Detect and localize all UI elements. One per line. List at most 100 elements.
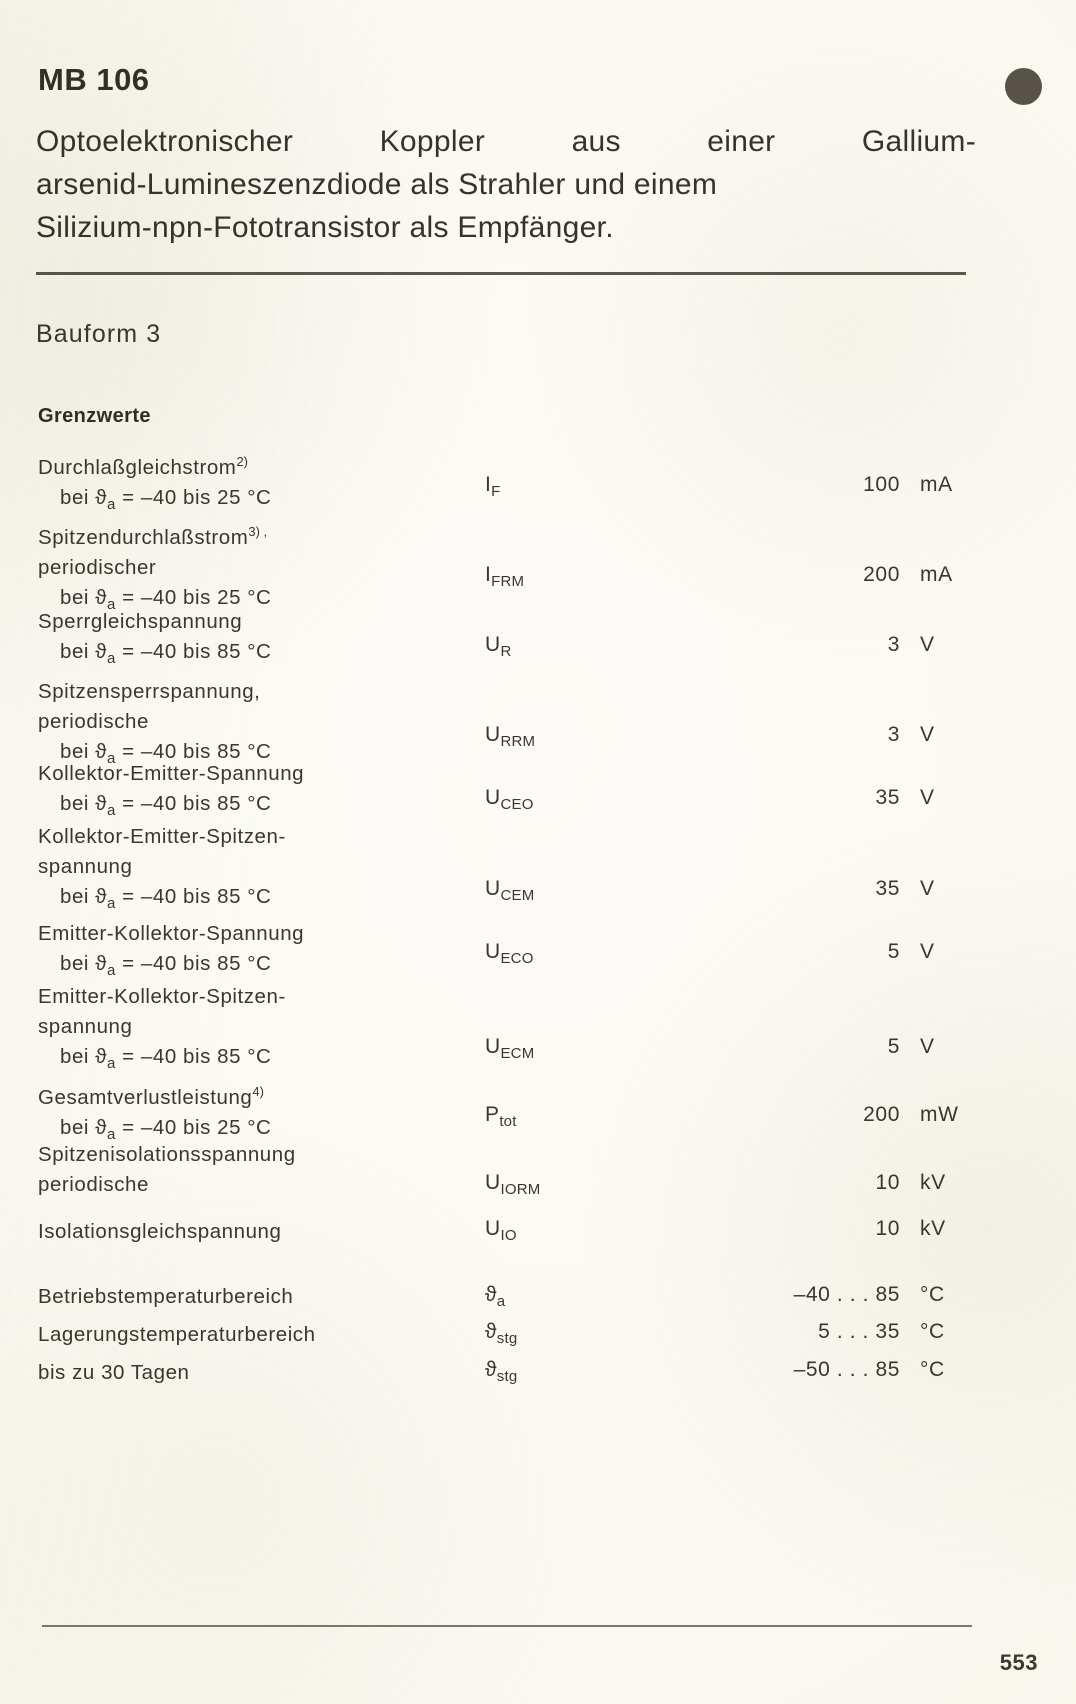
spec-value: 35 [875,786,900,809]
spec-label: Isolationsgleichspannung [38,1217,468,1247]
spec-label-title-cont: periodische [38,710,149,733]
spec-label-title: Spitzenisolationsspannung [38,1143,296,1166]
page-number: 553 [999,1650,1038,1675]
spec-label-title: Betriebstemperaturbereich [38,1285,294,1308]
spec-label-title: Gesamtverlustleistung4) [38,1084,264,1109]
bauform-label: Bauform 3 [36,320,162,348]
spec-condition: bei ϑa = –40 bis 25 °C [60,485,272,513]
spec-label-title: Sperrgleichspannung [38,610,243,633]
subscript: a [107,895,116,913]
spec-label-title: Isolationsgleichspannung [38,1220,282,1243]
spec-label: Emitter-Kollektor-Spitzen-spannung bei ϑa… [38,982,468,1079]
symbol-subscript: CEO [500,796,534,814]
description-word: einer [707,125,776,158]
spec-label-title: Kollektor-Emitter-Spitzen- [38,825,286,848]
symbol-subscript: stg [496,1330,518,1348]
spec-label-title-cont: periodischer [38,555,157,579]
device-description: Optoelektronischer Koppler aus einer Gal… [36,120,976,249]
description-word: aus [571,125,621,158]
spec-value: 10 [875,1171,900,1194]
spec-symbol: UCEO [485,786,534,814]
spec-condition: bei ϑa = –40 bis 85 °C [60,740,272,768]
spec-label: Lagerungstemperaturbereich [38,1320,468,1350]
spec-symbol: ϑa [485,1283,506,1311]
subscript: a [107,1125,116,1143]
subscript: a [107,802,116,820]
symbol-subscript: IORM [500,1181,541,1199]
spec-label: Emitter-Kollektor-Spannung bei ϑa = –40 b… [38,919,468,986]
spec-value: 200 [863,563,900,586]
spec-condition: bei ϑa = –40 bis 85 °C [60,792,272,820]
spec-symbol: URRM [485,723,536,751]
description-line-2: arsenid-Lumineszenzdiode als Strahler un… [36,168,718,201]
spec-unit: mA [920,563,953,586]
spec-label-title-cont: spannung [38,855,133,878]
spec-symbol: UECO [485,940,534,968]
symbol-subscript: stg [496,1368,518,1386]
subscript: a [107,595,116,613]
subscript: a [107,962,116,980]
spec-condition: bei ϑa = –40 bis 25 °C [60,585,272,613]
footer-divider [42,1625,972,1627]
spec-symbol: UIO [485,1217,517,1245]
spec-unit: V [920,786,935,809]
spec-symbol: IF [485,473,501,501]
subscript: a [107,650,116,668]
spec-label: Gesamtverlustleistung4) bei ϑa = –40 bis … [38,1077,468,1150]
footnote-marker: 4) [252,1084,264,1099]
symbol-subscript: ECO [500,950,534,968]
spec-value: 100 [863,473,900,496]
spec-label: Betriebstemperaturbereich [38,1282,468,1312]
spec-symbol: ϑstg [485,1358,518,1386]
spec-label: Durchlaßgleichstrom2) bei ϑa = –40 bis 25… [38,447,468,520]
symbol-subscript: ECM [500,1045,535,1063]
spec-value: 200 [863,1103,900,1126]
spec-value: 5 [887,940,900,963]
spec-condition: bei ϑa = –40 bis 85 °C [60,640,272,668]
subscript: a [107,750,116,768]
symbol-subscript: R [500,643,512,661]
subscript: a [107,495,116,513]
spec-value: 3 [887,723,900,746]
spec-value: 5 . . . 35 [818,1320,900,1343]
spec-condition: bei ϑa = –40 bis 85 °C [60,885,272,913]
spec-value: 5 [887,1035,900,1058]
spec-symbol: UR [485,633,512,661]
symbol-subscript: RRM [500,733,536,751]
spec-value: 3 [887,633,900,656]
section-heading-grenzwerte: Grenzwerte [38,405,151,427]
spec-unit: °C [920,1283,945,1306]
spec-label: bis zu 30 Tagen [38,1358,468,1388]
spec-label-title: Durchlaßgleichstrom2) [38,454,248,479]
description-word: Optoelektronischer [36,125,294,158]
spec-unit: V [920,940,935,963]
spec-symbol: ϑstg [485,1320,518,1348]
page-title: MB 106 [38,62,150,97]
spec-value: –40 . . . 85 [793,1283,900,1306]
spec-label-title: Emitter-Kollektor-Spitzen- [38,985,286,1008]
spec-unit: mA [920,473,953,496]
symbol-subscript: FRM [491,573,525,591]
corner-dot-mark [1005,68,1042,105]
spec-condition: bei ϑa = –40 bis 25 °C [60,1115,272,1143]
footnote-marker: 3) , [248,524,268,539]
spec-label-title: Spitzendurchlaßstrom3) , [38,524,268,549]
symbol-subscript: CEM [500,887,535,905]
symbol-subscript: tot [499,1113,517,1131]
description-word: Koppler [379,125,486,158]
spec-unit: V [920,877,935,900]
spec-label: Kollektor-Emitter-Spannung bei ϑa = –40 b… [38,759,468,826]
header-divider [36,272,966,275]
spec-condition: bei ϑa = –40 bis 85 °C [60,952,272,980]
spec-unit: V [920,723,935,746]
spec-symbol: Ptot [485,1103,517,1131]
symbol-subscript: IO [500,1227,517,1245]
spec-unit: V [920,633,935,656]
spec-symbol: UECM [485,1035,535,1063]
spec-label-title-cont: periodische [38,1173,149,1196]
footnote-marker: 2) [236,454,248,469]
spec-label: Spitzenisolationsspannung periodische [38,1140,468,1200]
spec-unit: kV [920,1171,946,1194]
